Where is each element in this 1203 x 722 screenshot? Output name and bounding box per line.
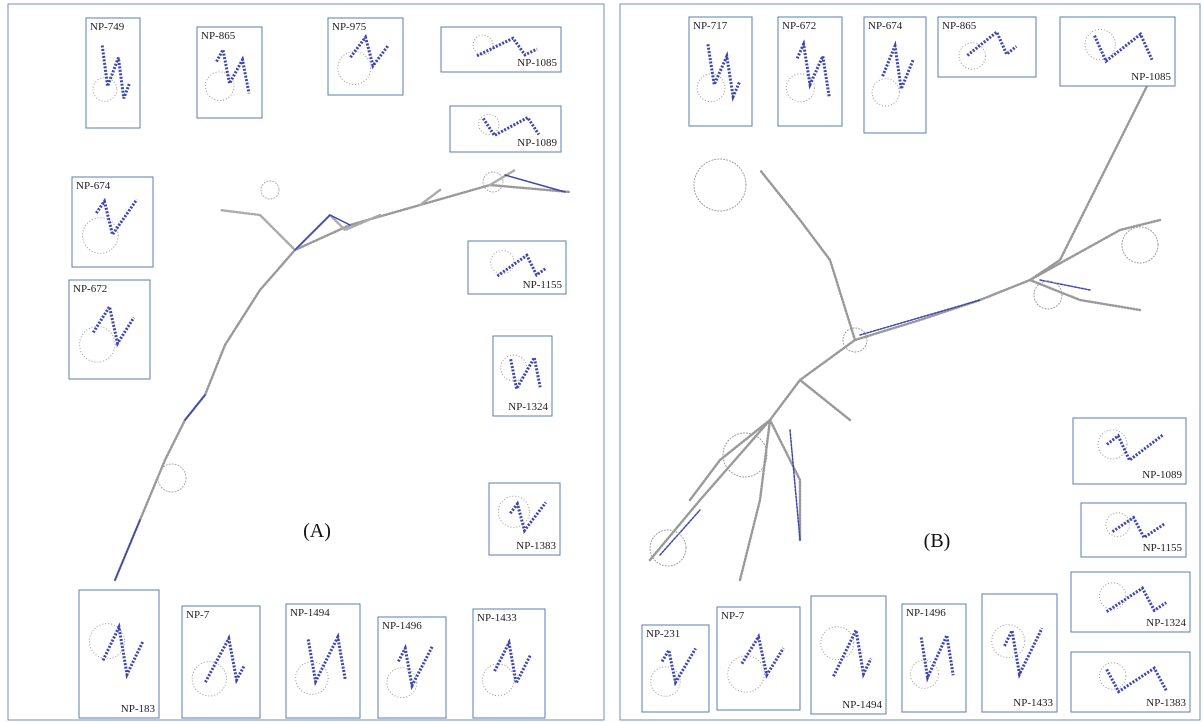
inset-frame bbox=[689, 17, 752, 126]
figure: (A) NP-749 NP-865 NP-975 NP-1085 NP-1089 NP-67… bbox=[0, 0, 1203, 722]
inset-label: NP-1089 bbox=[1142, 469, 1182, 481]
inset-label: NP-1433 bbox=[477, 612, 517, 624]
inset-label: NP-1324 bbox=[1146, 617, 1186, 629]
inset-label: NP-1089 bbox=[517, 137, 557, 149]
inset-frame bbox=[902, 604, 966, 712]
inset-label: NP-672 bbox=[73, 283, 107, 295]
inset-frame bbox=[182, 606, 260, 718]
inset-label: NP-1155 bbox=[523, 279, 563, 291]
inset-label: NP-1433 bbox=[1013, 697, 1053, 709]
inset-label: NP-1324 bbox=[508, 401, 548, 413]
inset-frame bbox=[778, 17, 842, 126]
inset-label: NP-865 bbox=[942, 20, 977, 32]
inset-label: NP-183 bbox=[121, 703, 156, 715]
inset-label: NP-674 bbox=[868, 20, 903, 32]
inset-label: NP-1496 bbox=[906, 607, 946, 619]
inset-frame bbox=[79, 590, 159, 718]
inset-label: NP-1496 bbox=[382, 620, 422, 632]
inset-frame bbox=[286, 604, 360, 718]
inset-label: NP-674 bbox=[76, 180, 111, 192]
inset-label: NP-975 bbox=[332, 21, 367, 33]
inset-label: NP-1085 bbox=[1131, 71, 1171, 83]
inset-frame bbox=[864, 17, 926, 133]
inset-label: NP-717 bbox=[693, 20, 728, 32]
panel-label: (A) bbox=[303, 520, 331, 542]
inset-label: NP-231 bbox=[646, 628, 680, 640]
inset-frame bbox=[717, 607, 800, 710]
inset-label: NP-7 bbox=[721, 610, 745, 622]
inset-label: NP-1155 bbox=[1143, 542, 1183, 554]
inset-frame bbox=[473, 609, 545, 718]
inset-label: NP-672 bbox=[782, 20, 816, 32]
inset-frame bbox=[86, 18, 140, 128]
inset-frame bbox=[982, 594, 1057, 712]
inset-label: NP-865 bbox=[201, 30, 236, 42]
inset-label: NP-1085 bbox=[517, 57, 557, 69]
panel-label: (B) bbox=[924, 530, 951, 552]
inset-label: NP-1494 bbox=[290, 607, 330, 619]
inset-label: NP-1383 bbox=[516, 540, 556, 552]
inset-label: NP-7 bbox=[186, 609, 210, 621]
inset-label: NP-749 bbox=[90, 21, 125, 33]
inset-frame bbox=[811, 596, 886, 714]
inset-label: NP-1494 bbox=[842, 699, 882, 711]
inset-label: NP-1383 bbox=[1146, 697, 1186, 709]
inset-frame bbox=[378, 617, 446, 718]
